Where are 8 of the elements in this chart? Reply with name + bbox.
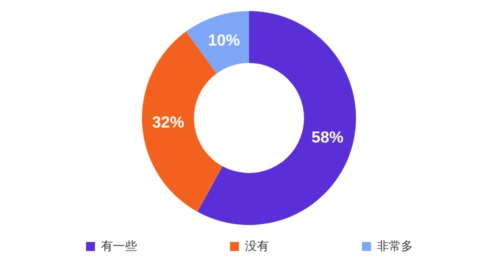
donut-slice: [186, 11, 249, 74]
legend-label: 有一些: [100, 238, 137, 255]
legend-label: 没有: [244, 238, 269, 255]
data-label: 32%: [152, 114, 184, 132]
data-label: 10%: [208, 32, 240, 50]
donut-slice: [197, 11, 356, 225]
data-label: 58%: [311, 130, 344, 147]
legend-label: 非常多: [376, 238, 413, 255]
